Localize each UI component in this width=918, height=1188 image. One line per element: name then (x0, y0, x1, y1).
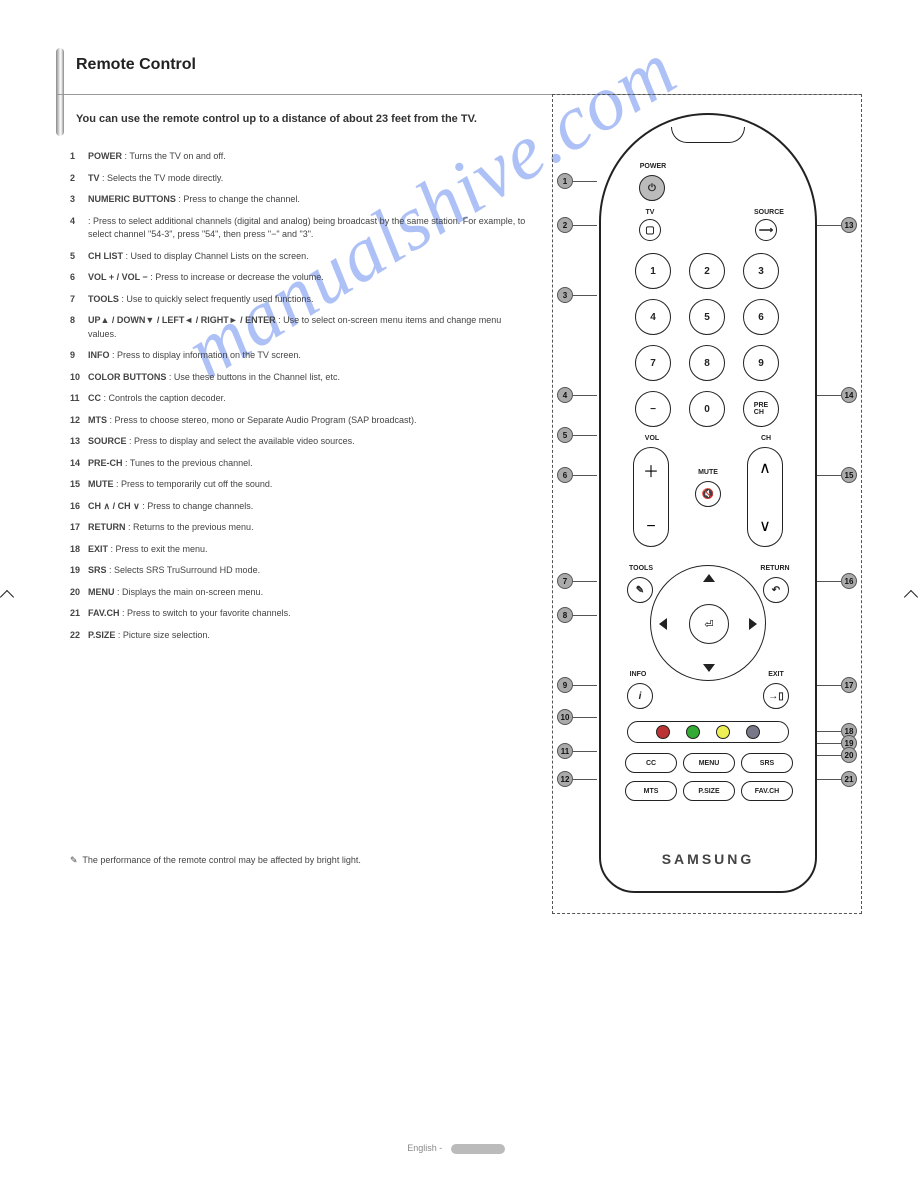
tv-label: TV (635, 209, 665, 216)
page-footer: English - (0, 1143, 918, 1154)
remote-outline: POWER ⏻ TV ▢ SOURCE ⟶ 1 2 3 4 5 6 7 8 9 … (599, 113, 817, 893)
key-5: 5 (689, 299, 725, 335)
return-label: RETURN (755, 565, 795, 572)
key-7: 7 (635, 345, 671, 381)
right-arrow (749, 618, 757, 630)
crop-mark-right (904, 590, 918, 604)
remote-figure-box: POWER ⏻ TV ▢ SOURCE ⟶ 1 2 3 4 5 6 7 8 9 … (552, 94, 862, 914)
key-2: 2 (689, 253, 725, 289)
vol-label: VOL (637, 435, 667, 442)
ir-window (671, 127, 745, 143)
up-arrow (703, 574, 715, 582)
key-dash: − (635, 391, 671, 427)
subtitle: You can use the remote control up to a d… (76, 112, 477, 126)
info-label: INFO (623, 671, 653, 678)
section-title: Remote Control (76, 56, 196, 74)
exit-label: EXIT (761, 671, 791, 678)
info-button: i (627, 683, 653, 709)
key-3: 3 (743, 253, 779, 289)
yellow-dot (716, 725, 730, 739)
perf-note: ✎ The performance of the remote control … (70, 854, 361, 867)
exit-button: →▯ (763, 683, 789, 709)
favch-button: FAV.CH (741, 781, 793, 801)
srs-button: SRS (741, 753, 793, 773)
ch-label: CH (751, 435, 781, 442)
cc-button: CC (625, 753, 677, 773)
key-0: 0 (689, 391, 725, 427)
key-9: 9 (743, 345, 779, 381)
description-list: 1POWER : Turns the TV on and off.2TV : S… (70, 150, 530, 650)
ch-rocker: ∧∨ (747, 447, 783, 547)
key-8: 8 (689, 345, 725, 381)
red-dot (656, 725, 670, 739)
pre-ch-button: PRE CH (743, 391, 779, 427)
mute-button: 🔇 (695, 481, 721, 507)
green-dot (686, 725, 700, 739)
accent-bar (56, 48, 64, 136)
blue-dot (746, 725, 760, 739)
tools-label: TOOLS (623, 565, 659, 572)
psize-button: P.SIZE (683, 781, 735, 801)
source-button: ⟶ (755, 219, 777, 241)
key-4: 4 (635, 299, 671, 335)
perf-note-text: The performance of the remote control ma… (82, 855, 360, 865)
key-1: 1 (635, 253, 671, 289)
key-6: 6 (743, 299, 779, 335)
tools-button: ✎ (627, 577, 653, 603)
color-row (627, 721, 789, 743)
page-pill (451, 1144, 505, 1154)
crop-mark-left (0, 590, 14, 604)
mts-button: MTS (625, 781, 677, 801)
tv-button: ▢ (639, 219, 661, 241)
brand-logo: SAMSUNG (599, 851, 817, 867)
mute-label: MUTE (693, 469, 723, 476)
return-button: ↶ (763, 577, 789, 603)
note-icon: ✎ (70, 854, 80, 867)
menu-button: MENU (683, 753, 735, 773)
left-arrow (659, 618, 667, 630)
power-button: ⏻ (639, 175, 665, 201)
source-label: SOURCE (747, 209, 791, 216)
enter-button: ⏎ (689, 604, 729, 644)
page-label: English - (407, 1143, 445, 1153)
down-arrow (703, 664, 715, 672)
power-label: POWER (633, 163, 673, 170)
vol-rocker: ＋− (633, 447, 669, 547)
dpad: ⏎ (650, 565, 766, 681)
